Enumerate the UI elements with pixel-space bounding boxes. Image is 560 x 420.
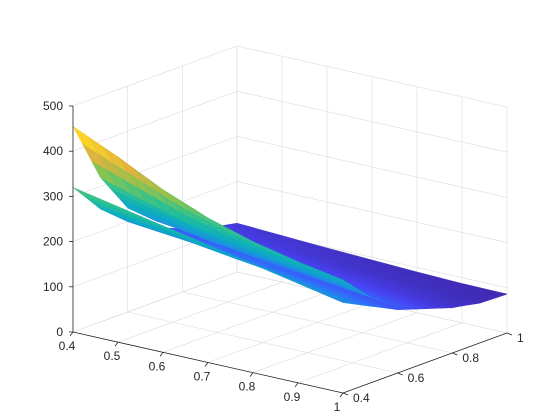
grid-line xyxy=(236,90,508,153)
z-tick-label: 500 xyxy=(43,99,63,113)
z-tick-label: 300 xyxy=(43,189,63,203)
grid-line xyxy=(127,311,398,374)
z-tick-label: 0 xyxy=(56,325,63,339)
x-tick-label: 0.4 xyxy=(59,339,76,353)
grid-line xyxy=(236,181,508,243)
y-tick-label: 0.6 xyxy=(408,371,425,385)
y-tick xyxy=(506,332,513,336)
z-tick-label: 100 xyxy=(43,280,63,294)
x-tick-label: 0.9 xyxy=(284,390,301,404)
grid-line xyxy=(72,90,238,152)
grid-line xyxy=(72,136,238,197)
grid-line xyxy=(72,271,238,333)
surface-patch-1 xyxy=(327,295,353,305)
x-tick xyxy=(204,362,209,367)
grid-line xyxy=(72,45,238,107)
label-layer: 0.4 0.5 0.6 0.7 0.8 0.9 1 0.4 0.6 0.8 1 0 100 200 300 4… xyxy=(43,99,524,414)
grid-line xyxy=(117,281,283,343)
x-tick-label: 0.8 xyxy=(239,380,256,394)
axis-layer xyxy=(69,105,513,398)
grid-line xyxy=(236,45,508,108)
grid-line xyxy=(182,291,453,354)
x-tick-label: 0.6 xyxy=(149,359,166,373)
surface-layer xyxy=(72,126,508,310)
grid-line xyxy=(162,292,328,353)
z-tick-label: 200 xyxy=(43,235,63,249)
x-tick xyxy=(69,331,74,337)
surface-patch-1 xyxy=(72,187,98,201)
z-tick-label: 400 xyxy=(43,144,63,158)
y-tick-label: 0.8 xyxy=(462,351,479,365)
x-tick xyxy=(159,352,164,357)
x-tick xyxy=(339,392,344,398)
x-tick-label: 0.5 xyxy=(104,349,121,363)
y-tick-label: 0.4 xyxy=(353,391,370,405)
y-tick xyxy=(452,352,458,356)
y-axis-line xyxy=(342,332,508,394)
x-tick-label: 0.7 xyxy=(194,370,211,384)
surface-patch-2 xyxy=(327,273,353,286)
grid-line xyxy=(252,312,418,373)
grid-line xyxy=(236,136,508,198)
grid-line xyxy=(207,302,373,363)
x-tick xyxy=(294,382,299,388)
y-tick xyxy=(397,372,403,376)
y-tick xyxy=(342,392,349,396)
grid-line xyxy=(297,322,463,384)
x-tick xyxy=(249,372,254,377)
x-tick xyxy=(114,341,119,347)
y-tick-label: 1 xyxy=(517,331,524,345)
x-tick-label: 1 xyxy=(334,400,341,414)
